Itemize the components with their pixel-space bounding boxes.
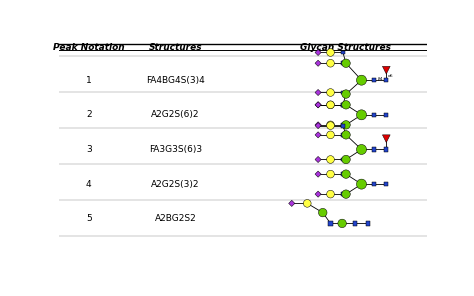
Polygon shape	[315, 102, 321, 108]
Bar	[372, 147, 376, 152]
Text: 4: 4	[86, 180, 91, 189]
Circle shape	[356, 179, 366, 189]
Text: 1: 1	[86, 76, 91, 85]
Bar	[365, 221, 370, 226]
Bar	[341, 123, 345, 127]
Circle shape	[327, 170, 334, 178]
Bar	[372, 113, 376, 117]
Bar	[341, 61, 345, 65]
Polygon shape	[315, 102, 321, 108]
Bar	[353, 221, 357, 226]
Bar	[341, 157, 345, 161]
Circle shape	[342, 170, 350, 178]
Bar	[384, 78, 388, 82]
Polygon shape	[315, 122, 321, 128]
Bar	[384, 113, 388, 117]
Circle shape	[356, 75, 366, 85]
Bar	[341, 192, 345, 196]
Text: A2G2S(6)2: A2G2S(6)2	[151, 110, 200, 119]
Circle shape	[356, 110, 366, 120]
Bar	[341, 133, 345, 137]
Bar	[341, 103, 345, 107]
Bar	[328, 221, 333, 226]
Circle shape	[303, 200, 311, 207]
Polygon shape	[315, 171, 321, 177]
Bar	[384, 182, 388, 186]
Bar	[372, 182, 376, 186]
Polygon shape	[315, 123, 321, 129]
Bar	[372, 78, 376, 82]
Circle shape	[327, 131, 334, 139]
Circle shape	[319, 208, 327, 217]
Circle shape	[327, 190, 334, 198]
Circle shape	[327, 49, 334, 56]
Circle shape	[342, 131, 350, 139]
Polygon shape	[383, 135, 390, 143]
Text: FA3G3S(6)3: FA3G3S(6)3	[149, 145, 202, 154]
Text: β4: β4	[377, 77, 383, 81]
Circle shape	[327, 59, 334, 67]
Text: A2G2S(3)2: A2G2S(3)2	[151, 180, 200, 189]
Polygon shape	[315, 49, 321, 56]
Bar	[341, 124, 345, 128]
Polygon shape	[289, 200, 295, 207]
Text: 2: 2	[86, 110, 91, 119]
Bar	[341, 172, 345, 176]
Polygon shape	[315, 60, 321, 66]
Text: Structures: Structures	[149, 43, 202, 52]
Text: A2BG2S2: A2BG2S2	[155, 214, 196, 223]
Text: FA4BG4S(3)4: FA4BG4S(3)4	[146, 76, 205, 85]
Polygon shape	[315, 156, 321, 163]
Text: 3: 3	[86, 145, 91, 154]
Circle shape	[327, 122, 334, 129]
Polygon shape	[315, 191, 321, 197]
Circle shape	[327, 156, 334, 163]
Bar	[341, 103, 345, 107]
Bar	[384, 147, 388, 152]
Text: 5: 5	[86, 214, 91, 223]
Circle shape	[342, 155, 350, 164]
Circle shape	[327, 89, 334, 96]
Polygon shape	[315, 89, 321, 96]
Polygon shape	[315, 132, 321, 138]
Circle shape	[342, 190, 350, 198]
Circle shape	[338, 219, 346, 228]
Circle shape	[327, 101, 334, 109]
Circle shape	[342, 120, 350, 129]
Circle shape	[342, 101, 350, 109]
Text: α6: α6	[388, 74, 394, 78]
Circle shape	[356, 144, 366, 155]
Bar	[341, 51, 345, 54]
Bar	[341, 91, 345, 94]
Circle shape	[327, 101, 334, 109]
Text: Peak Notation: Peak Notation	[53, 43, 125, 52]
Circle shape	[342, 59, 350, 67]
Circle shape	[342, 90, 350, 98]
Polygon shape	[383, 66, 390, 74]
Circle shape	[327, 121, 334, 129]
Text: Glycan Structures: Glycan Structures	[301, 43, 392, 52]
